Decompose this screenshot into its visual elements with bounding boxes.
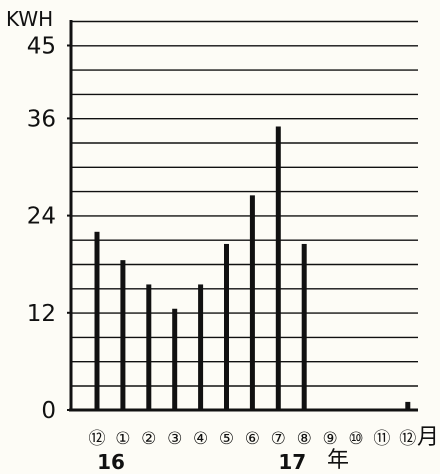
x-tick-label: ⑥	[245, 429, 260, 449]
bar	[301, 243, 307, 410]
year-unit-label: 年	[327, 448, 349, 473]
bar	[146, 284, 152, 410]
x-tick-label: ⑦	[271, 429, 286, 449]
bar	[120, 260, 126, 410]
x-tick-label: ⑧	[297, 429, 312, 449]
bar	[224, 243, 229, 410]
year-label: 17	[278, 450, 306, 474]
y-tick-label: 36	[27, 106, 56, 132]
x-tick-label: ⑨	[322, 429, 337, 449]
x-tick-label: ⑫	[89, 429, 106, 449]
x-tick-label: ⑩	[348, 429, 363, 449]
y-tick-label: 12	[27, 301, 56, 327]
y-axis-label: KWH	[6, 7, 53, 31]
x-tick-label: ⑪	[373, 429, 390, 449]
x-tick-label: ⑤	[219, 429, 234, 449]
grid-lines	[71, 20, 418, 387]
bar	[405, 401, 411, 410]
year-label: 16	[97, 450, 125, 474]
bar	[94, 231, 100, 410]
x-tick-label: ④	[193, 429, 208, 449]
y-tick-labels: 0 12 24 36 45	[27, 34, 71, 424]
bars	[94, 126, 411, 410]
month-unit-label: 月	[417, 425, 439, 450]
y-tick-label: 0	[41, 398, 56, 424]
y-tick-label: 45	[27, 34, 56, 60]
year-labels: 16 17 年	[97, 448, 349, 474]
y-tick-label: 24	[27, 204, 56, 230]
x-tick-label: ②	[141, 429, 156, 449]
x-tick-label: ①	[115, 429, 130, 449]
bar	[275, 126, 281, 410]
x-tick-label: ⑫	[399, 429, 416, 449]
bar	[249, 195, 255, 410]
x-tick-label: ③	[167, 429, 182, 449]
bar	[198, 284, 204, 410]
bar	[172, 308, 178, 410]
